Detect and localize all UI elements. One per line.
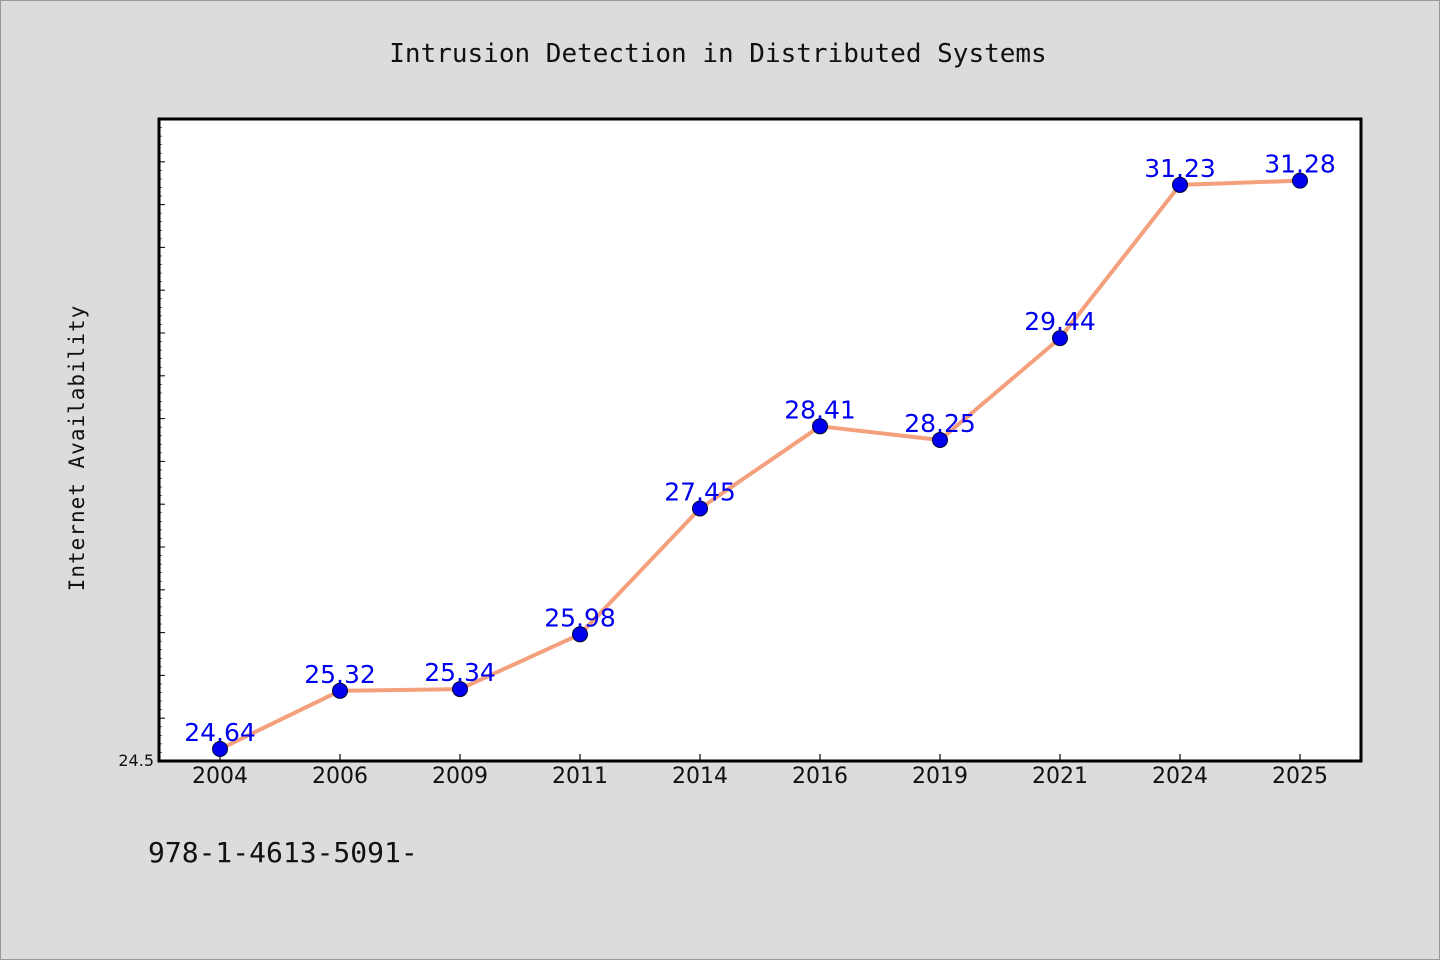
x-tick-label: 2014: [672, 764, 728, 789]
data-point-marker: [1292, 172, 1308, 189]
x-tick-label: 2016: [792, 764, 848, 789]
plot-area: [157, 117, 1363, 763]
footer-isbn-text: 978-1-4613-5091-: [148, 836, 418, 869]
x-tick-label: 2025: [1272, 764, 1328, 789]
data-point-marker: [572, 626, 588, 643]
x-tick-label: 2004: [192, 764, 248, 789]
data-label: 24.64: [184, 718, 256, 747]
data-label: 25.32: [304, 660, 376, 689]
x-tick-label: 2021: [1032, 764, 1088, 789]
data-point-marker: [692, 500, 708, 517]
series-line-group: [218, 178, 1302, 752]
data-label: 25.34: [424, 658, 496, 687]
y-tick-label: 24.5: [118, 751, 154, 770]
data-point-marker: [1172, 176, 1188, 193]
data-label: 31.23: [1144, 154, 1216, 183]
data-label: 25.98: [544, 603, 616, 632]
data-point-marker: [932, 432, 948, 448]
data-label: 27.45: [664, 477, 736, 506]
data-point-marker: [212, 741, 228, 758]
chart-title: Intrusion Detection in Distributed Syste…: [389, 39, 1046, 69]
y-axis-label: Internet Availability: [65, 305, 89, 592]
series-line: [218, 178, 1302, 752]
x-tick-label: 2011: [552, 764, 608, 789]
x-tick-label: 2024: [1152, 764, 1208, 789]
data-point-marker: [332, 682, 348, 699]
x-tick-label: 2009: [432, 764, 488, 789]
data-label: 28.41: [784, 395, 856, 424]
data-point-marker: [812, 418, 828, 435]
data-label: 28.25: [904, 409, 976, 438]
data-point-marker: [452, 681, 468, 698]
x-axis: 2004 2006 2009 2011 2014 2016 2019 2021 2024 2025: [192, 754, 1328, 789]
data-label: 29.44: [1024, 307, 1096, 336]
x-tick-label: 2006: [312, 764, 368, 789]
data-point-marker: [1052, 330, 1068, 347]
y-axis-ticks: [159, 118, 165, 762]
data-labels: 24.64 25.32 25.34 25.98 27.45 28.41 28.25 29.44…: [184, 150, 1336, 747]
x-tick-label: 2019: [912, 764, 968, 789]
series-markers: [212, 172, 1308, 758]
data-label: 31.28: [1264, 150, 1336, 179]
